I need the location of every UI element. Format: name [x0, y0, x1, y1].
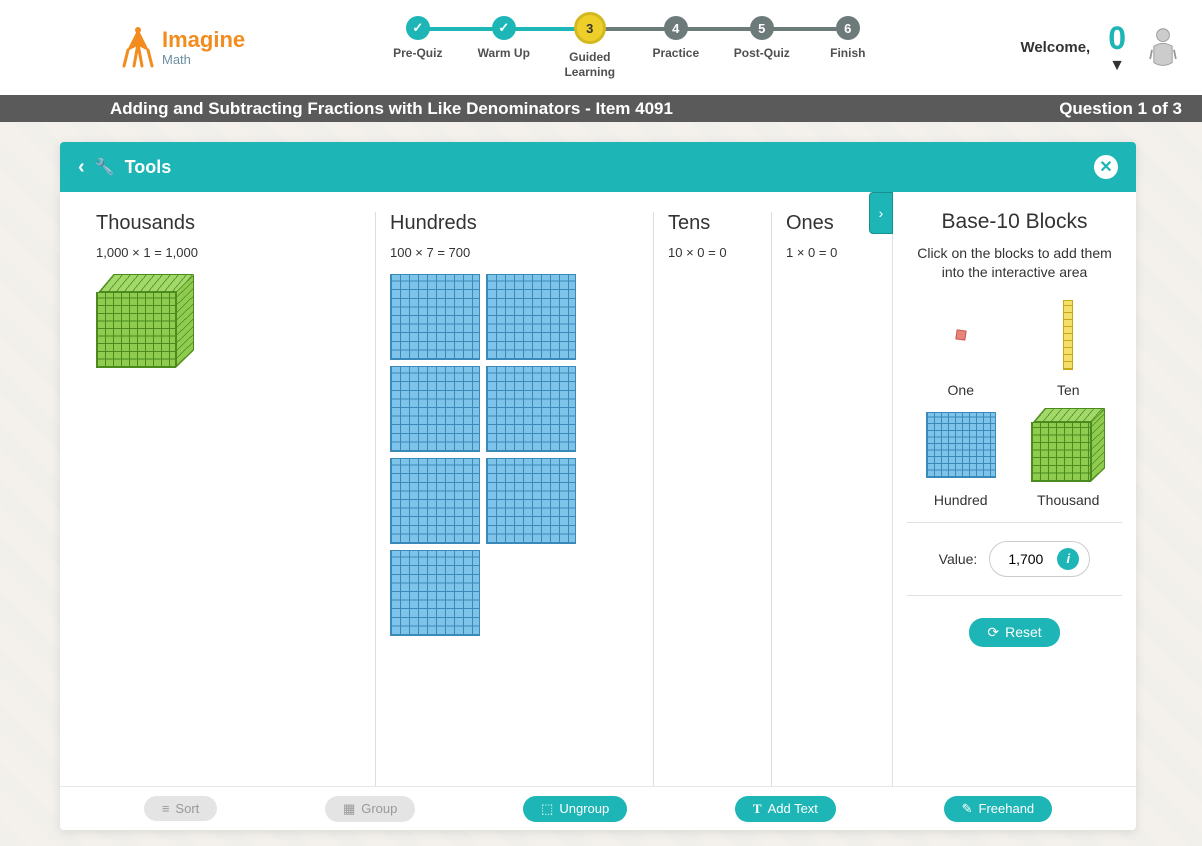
value-number: 1,700: [1008, 551, 1043, 567]
progress-step-1[interactable]: ✓ Warm Up: [461, 16, 547, 60]
hundred-block[interactable]: [486, 274, 576, 360]
sort-label: Sort: [175, 801, 199, 816]
tens-title: Tens: [668, 212, 757, 235]
logo[interactable]: Imagine Math: [120, 26, 245, 70]
welcome-text: Welcome,: [1020, 39, 1090, 56]
score-value: 0: [1108, 20, 1126, 57]
freehand-label: Freehand: [979, 801, 1035, 816]
add-thousand-block[interactable]: Thousand: [1015, 406, 1123, 508]
ungroup-button[interactable]: ⬚ Ungroup: [523, 796, 627, 822]
group-icon: ▦: [343, 801, 355, 817]
thousands-column: Thousands 1,000 × 1 = 1,000: [96, 212, 376, 786]
ungroup-icon: ⬚: [541, 801, 553, 817]
group-button: ▦ Group: [325, 796, 415, 822]
hundred-block[interactable]: [390, 550, 480, 636]
value-display: 1,700 i: [989, 541, 1090, 577]
hundred-label: Hundred: [934, 492, 988, 508]
ones-column: Ones 1 × 0 = 0: [772, 212, 892, 786]
add-ten-block[interactable]: Ten: [1015, 296, 1123, 398]
thousand-block-icon: [1031, 408, 1105, 482]
progress-tracker: ✓ Pre-Quiz ✓ Warm Up 3Guided Learning 4 Practi…: [245, 16, 1020, 79]
one-block-icon: [955, 329, 966, 340]
step-circle: ✓: [406, 16, 430, 40]
tens-column: Tens 10 × 0 = 0: [654, 212, 772, 786]
step-circle: 6: [836, 16, 860, 40]
tools-title: Tools: [125, 157, 172, 178]
one-label: One: [948, 382, 974, 398]
back-icon[interactable]: ‹: [78, 156, 85, 179]
tens-equation: 10 × 0 = 0: [668, 245, 757, 260]
add-text-button[interactable]: T Add Text: [735, 796, 836, 822]
step-label: Post-Quiz: [734, 46, 790, 60]
sort-icon: ≡: [162, 801, 170, 816]
workspace[interactable]: Thousands 1,000 × 1 = 1,000 Hundreds 100…: [60, 192, 892, 786]
sort-button: ≡ Sort: [144, 796, 217, 821]
pencil-icon: ✎: [962, 801, 973, 817]
block-palette: › Base-10 Blocks Click on the blocks to …: [892, 192, 1136, 786]
hundreds-column: Hundreds 100 × 7 = 700: [376, 212, 654, 786]
wrench-icon: 🔧: [95, 157, 115, 177]
thousands-title: Thousands: [96, 212, 361, 235]
hundred-block[interactable]: [390, 458, 480, 544]
step-circle: 4: [664, 16, 688, 40]
step-label: Guided Learning: [564, 50, 615, 79]
logo-sub: Math: [162, 53, 245, 66]
step-label: Finish: [830, 46, 865, 60]
hundred-block[interactable]: [486, 366, 576, 452]
score-dropdown[interactable]: 0 ▼: [1108, 20, 1126, 75]
sidebar-hint: Click on the blocks to add them into the…: [907, 244, 1122, 282]
close-button[interactable]: ✕: [1094, 155, 1118, 179]
logo-icon: [120, 26, 156, 70]
ones-title: Ones: [786, 212, 878, 235]
progress-step-5[interactable]: 6 Finish: [805, 16, 891, 60]
step-label: Pre-Quiz: [393, 46, 442, 60]
step-circle: 5: [750, 16, 774, 40]
add-text-label: Add Text: [768, 801, 818, 816]
add-hundred-block[interactable]: Hundred: [907, 406, 1015, 508]
progress-step-2[interactable]: 3Guided Learning: [547, 16, 633, 79]
add-one-block[interactable]: One: [907, 296, 1015, 398]
tools-header: ‹ 🔧 Tools ✕: [60, 142, 1136, 192]
step-circle: ✓: [492, 16, 516, 40]
tools-panel: ‹ 🔧 Tools ✕ Thousands 1,000 × 1 = 1,000 …: [60, 142, 1136, 830]
sidebar-title: Base-10 Blocks: [942, 210, 1088, 234]
info-icon[interactable]: i: [1057, 548, 1079, 570]
thousands-equation: 1,000 × 1 = 1,000: [96, 245, 361, 260]
step-label: Practice: [652, 46, 699, 60]
text-icon: T: [753, 801, 762, 817]
hundreds-title: Hundreds: [390, 212, 639, 235]
hundred-block[interactable]: [486, 458, 576, 544]
hundred-block[interactable]: [390, 366, 480, 452]
value-label: Value:: [939, 551, 978, 567]
title-bar: Adding and Subtracting Fractions with Li…: [0, 95, 1202, 122]
reset-button[interactable]: ⟳ Reset: [969, 618, 1059, 647]
avatar-icon[interactable]: [1144, 26, 1182, 70]
top-bar: Imagine Math ✓Pre-Quiz✓Warm Up3Guided Le…: [0, 0, 1202, 95]
question-counter: Question 1 of 3: [1059, 99, 1182, 119]
step-circle: 3: [574, 12, 606, 44]
hundred-block-icon: [926, 412, 996, 478]
progress-step-3[interactable]: 4 Practice: [633, 16, 719, 60]
logo-brand: Imagine: [162, 29, 245, 51]
chevron-down-icon: ▼: [1109, 57, 1125, 75]
hundreds-equation: 100 × 7 = 700: [390, 245, 639, 260]
ten-label: Ten: [1057, 382, 1080, 398]
ungroup-label: Ungroup: [559, 801, 609, 816]
progress-step-4[interactable]: 5 Post-Quiz: [719, 16, 805, 60]
ones-equation: 1 × 0 = 0: [786, 245, 878, 260]
group-label: Group: [361, 801, 397, 816]
ten-block-icon: [1063, 300, 1073, 370]
progress-step-0[interactable]: ✓ Pre-Quiz: [375, 16, 461, 60]
collapse-sidebar-button[interactable]: ›: [869, 192, 893, 234]
refresh-icon: ⟳: [987, 624, 999, 641]
lesson-title: Adding and Subtracting Fractions with Li…: [110, 99, 673, 119]
thousand-block[interactable]: [96, 274, 192, 368]
hundred-block[interactable]: [390, 274, 480, 360]
bottom-toolbar: ≡ Sort ▦ Group ⬚ Ungroup T Add Text ✎ Fr…: [60, 786, 1136, 830]
step-label: Warm Up: [478, 46, 530, 60]
reset-label: Reset: [1005, 624, 1042, 640]
freehand-button[interactable]: ✎ Freehand: [944, 796, 1053, 822]
thousand-label: Thousand: [1037, 492, 1099, 508]
close-icon: ✕: [1094, 155, 1118, 179]
